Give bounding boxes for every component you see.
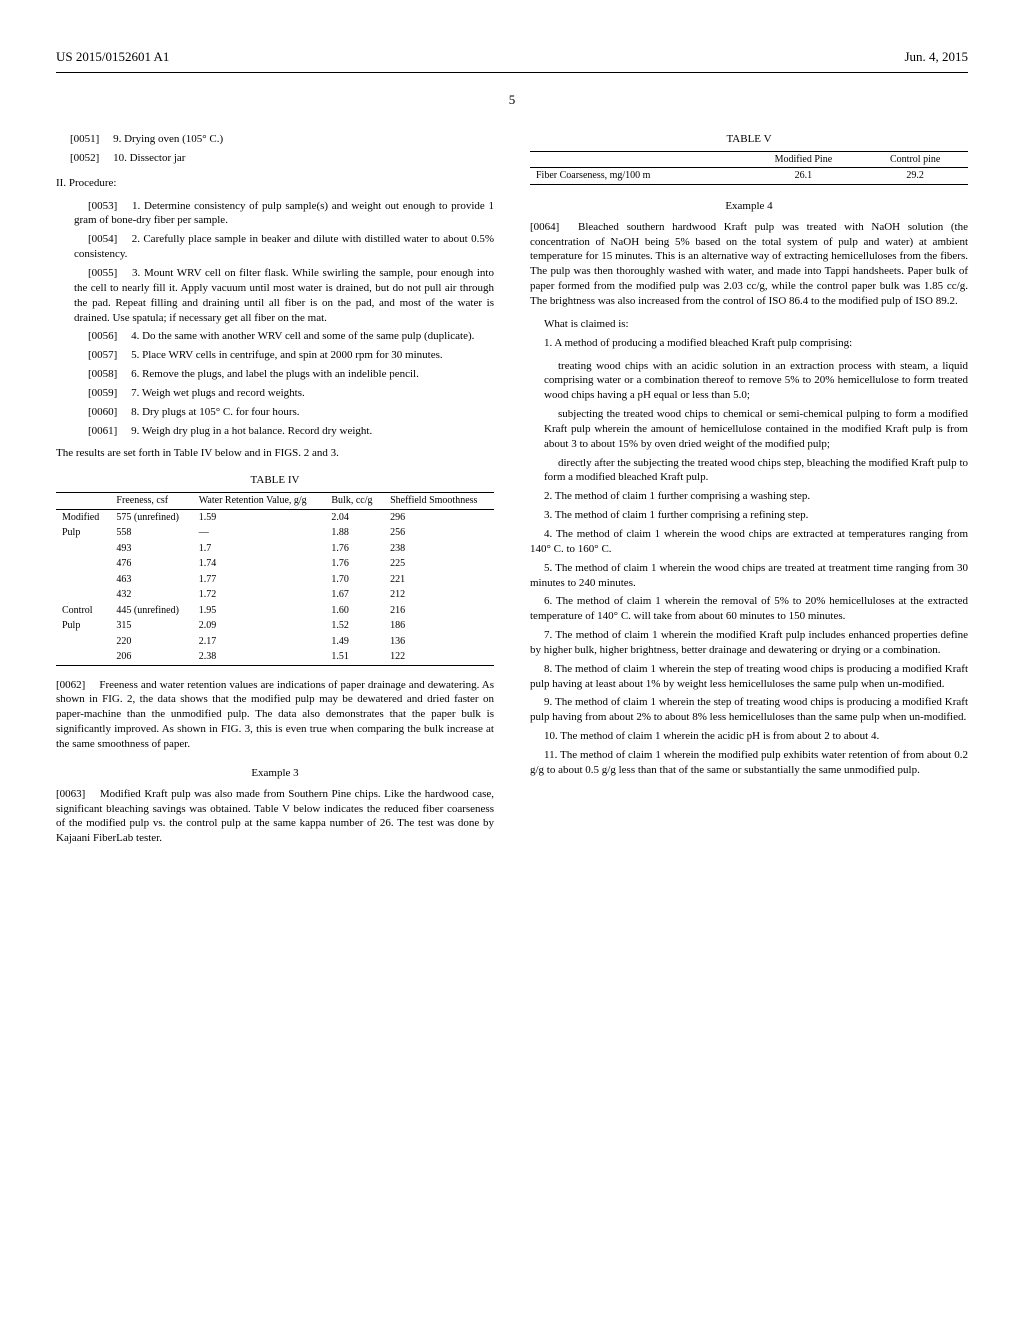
table-iv: Freeness, csf Water Retention Value, g/g… — [56, 492, 494, 666]
para-0058: [0058] 6. Remove the plugs, and label th… — [74, 367, 494, 382]
claim-11: 11. The method of claim 1 wherein the mo… — [530, 748, 968, 778]
para-0054: [0054] 2. Carefully place sample in beak… — [74, 232, 494, 262]
claim-6: 6. The method of claim 1 wherein the rem… — [530, 594, 968, 624]
table-row: 4321.721.67212 — [56, 587, 494, 603]
header-rule — [56, 72, 968, 73]
procedure-heading: II. Procedure: — [56, 176, 494, 191]
results-intro: The results are set forth in Table IV be… — [56, 446, 494, 461]
para-0060: [0060] 8. Dry plugs at 105° C. for four … — [74, 405, 494, 420]
example-4-heading: Example 4 — [530, 199, 968, 214]
table-row: Pulp3152.091.52186 — [56, 618, 494, 634]
two-column-layout: [0051] 9. Drying oven (105° C.) [0052] 1… — [56, 132, 968, 854]
claims-block: 1. A method of producing a modified blea… — [530, 336, 968, 778]
example-3-heading: Example 3 — [56, 766, 494, 781]
table-row: 2062.381.51122 — [56, 649, 494, 665]
table-row: Control445 (unrefined)1.951.60216 — [56, 603, 494, 619]
what-is-claimed: What is claimed is: — [530, 317, 968, 332]
table-row: 2202.171.49136 — [56, 634, 494, 650]
table-iv-head-1: Freeness, csf — [110, 493, 192, 510]
para-0061: [0061] 9. Weigh dry plug in a hot balanc… — [74, 424, 494, 439]
table-iv-title: TABLE IV — [56, 473, 494, 488]
para-0055: [0055] 3. Mount WRV cell on filter flask… — [74, 266, 494, 325]
claim-1a: 1. A method of producing a modified blea… — [530, 336, 968, 351]
claim-1d: directly after the subjecting the treate… — [544, 456, 968, 486]
claim-7: 7. The method of claim 1 wherein the mod… — [530, 628, 968, 658]
para-0051: [0051] 9. Drying oven (105° C.) — [56, 132, 494, 147]
table-v-head-2: Control pine — [862, 151, 968, 168]
page-number: 5 — [56, 91, 968, 109]
para-0059: [0059] 7. Weigh wet plugs and record wei… — [74, 386, 494, 401]
para-0064: [0064] Bleached southern hardwood Kraft … — [530, 220, 968, 309]
table-v-title: TABLE V — [530, 132, 968, 147]
table-iv-head-3: Bulk, cc/g — [325, 493, 384, 510]
table-row: 4931.71.76238 — [56, 541, 494, 557]
para-0062: [0062] Freeness and water retention valu… — [56, 678, 494, 752]
para-0063: [0063] Modified Kraft pulp was also made… — [56, 787, 494, 846]
right-column: TABLE V Modified Pine Control pine Fiber… — [530, 132, 968, 854]
publication-date: Jun. 4, 2015 — [904, 48, 968, 66]
claim-8: 8. The method of claim 1 wherein the ste… — [530, 662, 968, 692]
claim-10: 10. The method of claim 1 wherein the ac… — [530, 729, 968, 744]
para-0052: [0052] 10. Dissector jar — [56, 151, 494, 166]
para-0056: [0056] 4. Do the same with another WRV c… — [74, 329, 494, 344]
table-iv-head-0 — [56, 493, 110, 510]
table-iv-head-4: Sheffield Smoothness — [384, 493, 494, 510]
claim-2: 2. The method of claim 1 further compris… — [530, 489, 968, 504]
table-row: 4631.771.70221 — [56, 572, 494, 588]
para-0053: [0053] 1. Determine consistency of pulp … — [74, 199, 494, 229]
para-0057: [0057] 5. Place WRV cells in centrifuge,… — [74, 348, 494, 363]
claim-9: 9. The method of claim 1 wherein the ste… — [530, 695, 968, 725]
header: US 2015/0152601 A1 Jun. 4, 2015 — [56, 48, 968, 66]
table-v-head-0 — [530, 151, 744, 168]
table-row: Pulp558—1.88256 — [56, 525, 494, 541]
left-column: [0051] 9. Drying oven (105° C.) [0052] 1… — [56, 132, 494, 854]
table-row: 4761.741.76225 — [56, 556, 494, 572]
table-row: Fiber Coarseness, mg/100 m 26.1 29.2 — [530, 168, 968, 185]
table-row: Modified575 (unrefined)1.592.04296 — [56, 509, 494, 525]
publication-number: US 2015/0152601 A1 — [56, 48, 169, 66]
table-v: Modified Pine Control pine Fiber Coarsen… — [530, 151, 968, 185]
claim-1c: subjecting the treated wood chips to che… — [544, 407, 968, 452]
claim-5: 5. The method of claim 1 wherein the woo… — [530, 561, 968, 591]
claim-3: 3. The method of claim 1 further compris… — [530, 508, 968, 523]
table-iv-head-2: Water Retention Value, g/g — [193, 493, 326, 510]
claim-1b: treating wood chips with an acidic solut… — [544, 359, 968, 404]
table-v-head-1: Modified Pine — [744, 151, 862, 168]
claim-4: 4. The method of claim 1 wherein the woo… — [530, 527, 968, 557]
